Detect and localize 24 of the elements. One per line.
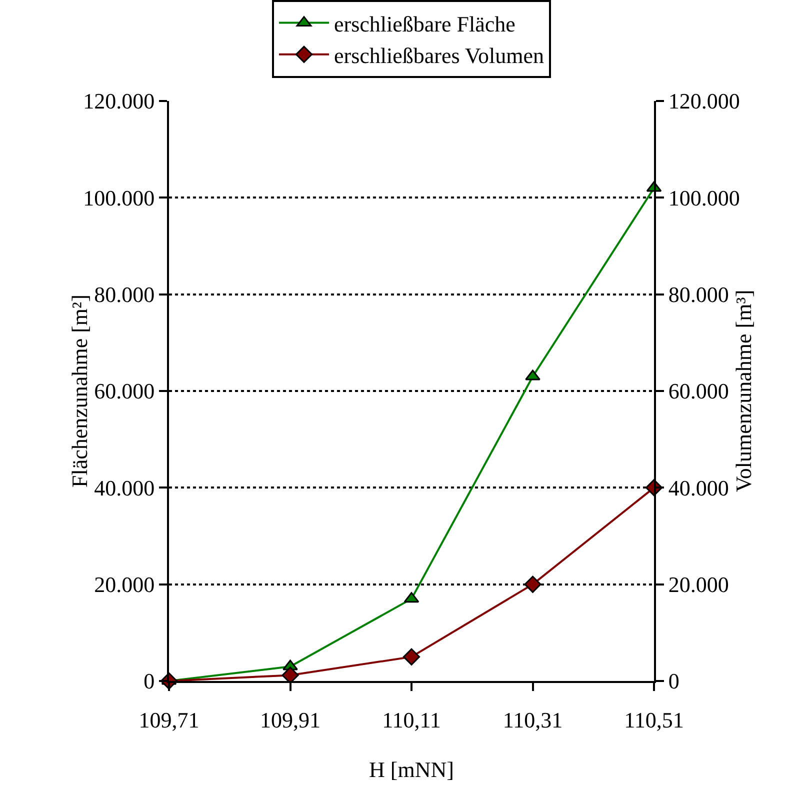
y2-axis-title: Volumenzunahme [m³]	[730, 290, 756, 492]
x-tick-label: 110,31	[502, 707, 563, 732]
y-tick-label: 20.000	[94, 572, 155, 598]
y2-tick-label: 100.000	[668, 185, 740, 210]
y-tick-label: 120.000	[83, 88, 155, 114]
legend-label: erschließbares Volumen	[334, 42, 544, 68]
y2-tick-label: 40.000	[668, 475, 729, 500]
y2-tick-label: 0	[668, 668, 680, 694]
y2-tick-label: 120.000	[668, 88, 740, 114]
x-axis-title: H [mNN]	[369, 756, 454, 782]
y2-tick-label: 60.000	[668, 378, 729, 404]
x-tick-label: 110,11	[382, 707, 441, 732]
y-tick-label: 40.000	[94, 475, 155, 500]
y-tick-label: 0	[144, 668, 155, 694]
y2-tick-label: 20.000	[668, 572, 729, 598]
y-tick-label: 80.000	[94, 282, 155, 308]
x-tick-label: 110,51	[624, 707, 684, 732]
legend-label: erschließbare Fläche	[334, 11, 516, 36]
y-axis-title: Flächenzunahme [m²]	[67, 294, 92, 488]
x-tick-label: 109,91	[260, 707, 320, 732]
x-tick-label: 109,71	[138, 707, 200, 732]
y2-tick-label: 80.000	[668, 282, 729, 308]
y-tick-label: 60.000	[94, 378, 155, 404]
y-tick-label: 100.000	[83, 185, 155, 210]
